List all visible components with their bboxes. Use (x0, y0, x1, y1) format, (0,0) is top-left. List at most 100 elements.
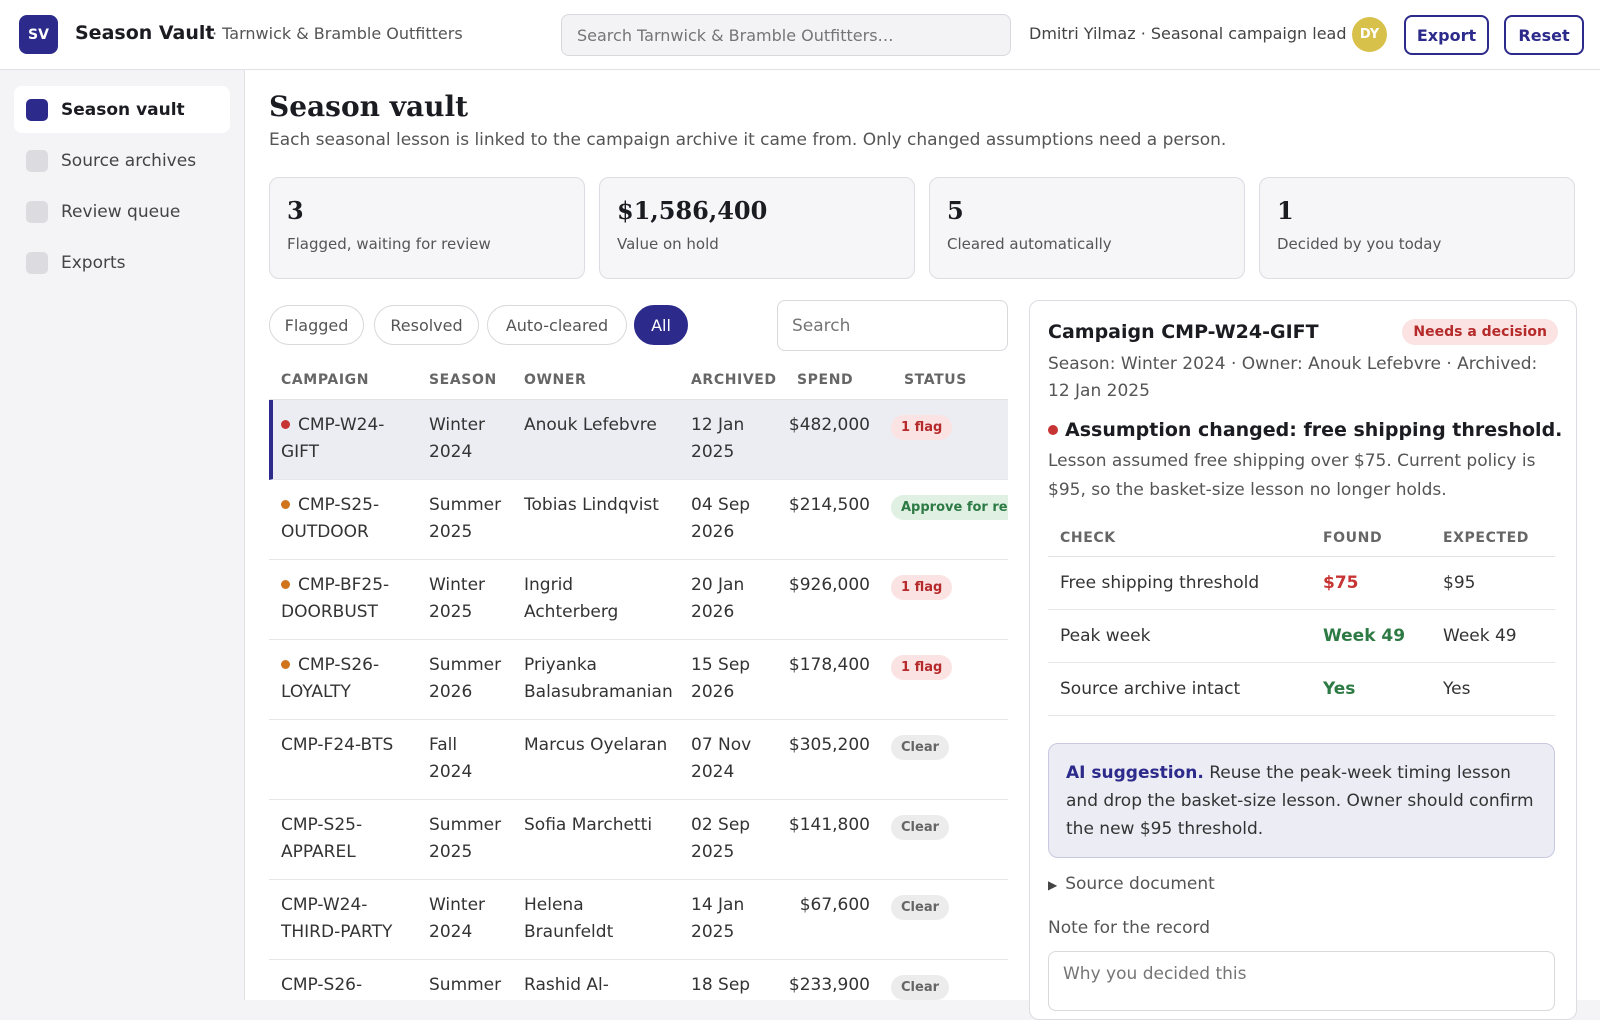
assumption-heading: Assumption changed: free shipping thresh… (1048, 419, 1562, 441)
archived-cell: 18 Sep (691, 972, 750, 999)
season-cell-line: Summer (429, 815, 502, 835)
status-dot-icon (281, 499, 290, 509)
campaign-id-line: CMP-S26- (281, 652, 379, 679)
spend-cell: $214,500 (788, 495, 870, 515)
table-row[interactable]: CMP-F24-BTS Fall 2024 Marcus Oyelaran 07 Nov… (269, 720, 1008, 800)
assumption-description: Lesson assumed free shipping over $75. C… (1048, 451, 1536, 500)
global-search-input[interactable] (561, 14, 1011, 56)
detail-panel: Campaign CMP-W24-GIFT Needs a decision S… (1029, 300, 1577, 1020)
filter-chip-resolved[interactable]: Resolved (374, 305, 479, 345)
status-badge: Approve for re-run (891, 495, 1008, 520)
archived-cell-line: 2026 (691, 522, 735, 542)
page-title: Season vault (269, 90, 469, 123)
detail-title: Campaign CMP-W24-GIFT (1048, 321, 1319, 343)
sidebar-item-label: Exports (61, 252, 126, 273)
stat-value: $1,586,400 (617, 196, 768, 225)
col-header-spend[interactable]: SPEND (797, 372, 854, 388)
owner-cell-line: Tobias Lindqvist (524, 495, 659, 515)
campaign-cell: CMP-S26- (281, 972, 362, 999)
campaign-cell: CMP-F24-BTS (281, 732, 393, 759)
app-logo: SV (19, 15, 58, 54)
col-header-status[interactable]: STATUS (904, 372, 967, 388)
owner-cell-line: Helena (524, 895, 584, 915)
ai-suggestion: AI suggestion. Reuse the peak-week timin… (1048, 743, 1555, 858)
filter-chip-all[interactable]: All (634, 305, 688, 345)
export-button[interactable]: Export (1404, 15, 1489, 55)
owner-cell: Helena Braunfeldt (524, 892, 613, 946)
owner-cell-line: Anouk Lefebvre (524, 415, 657, 435)
stat-card-cleared: 5 Cleared automatically (929, 177, 1245, 279)
triangle-right-icon: ▶ (1048, 878, 1058, 892)
season-cell: Summer 2026 (429, 652, 501, 706)
archived-cell-line: 2025 (691, 922, 735, 942)
col-header-campaign[interactable]: CAMPAIGN (281, 372, 370, 388)
table-row[interactable]: CMP-S26- LOYALTY Summer 2026 Priyanka Balasub… (269, 640, 1008, 720)
season-cell-line: Fall (429, 735, 458, 755)
sidebar-item-exports[interactable]: Exports (14, 239, 230, 286)
sidebar-item-review-queue[interactable]: Review queue (14, 188, 230, 235)
status-badge: 1 flag (891, 655, 953, 680)
source-document-label: Source document (1065, 874, 1215, 894)
season-cell-line: Winter (429, 575, 486, 595)
sidebar-item-label: Review queue (61, 201, 181, 222)
archived-cell: 04 Sep 2026 (691, 492, 750, 546)
owner-cell: Sofia Marchetti (524, 812, 652, 839)
col-header-found: FOUND (1323, 530, 1383, 546)
note-textarea[interactable] (1048, 951, 1555, 1011)
status-badge: Clear (891, 895, 949, 920)
owner-cell-line: Marcus Oyelaran (524, 735, 668, 755)
status-badge: Clear (891, 735, 949, 760)
sidebar-item-source-archives[interactable]: Source archives (14, 137, 230, 184)
sidebar-item-season-vault[interactable]: Season vault (14, 86, 230, 133)
table-row[interactable]: CMP-S26- Summer Rashid Al- 18 Sep $233,900 Cl… (269, 960, 1008, 1000)
campaign-id-line: CMP-W24- (281, 412, 384, 439)
owner-cell-line: Achterberg (524, 602, 619, 622)
archived-cell: 14 Jan 2025 (691, 892, 744, 946)
archived-cell-line: 2026 (691, 682, 735, 702)
col-header-owner[interactable]: OWNER (524, 372, 587, 388)
col-header-archived[interactable]: ARCHIVED (691, 372, 777, 388)
campaign-cell-line: THIRD-PARTY (281, 922, 393, 942)
season-cell: Summer 2025 (429, 812, 501, 866)
check-table-header: CHECK FOUND EXPECTED (1048, 517, 1555, 557)
table-row[interactable]: CMP-S25- OUTDOOR Summer 2025 Tobias Lindqvis… (269, 480, 1008, 560)
table-row[interactable]: CMP-S25- APPAREL Summer 2025 Sofia Marchetti… (269, 800, 1008, 880)
check-expected-cell: Week 49 (1443, 626, 1517, 646)
col-header-season[interactable]: SEASON (429, 372, 497, 388)
owner-cell: Priyanka Balasubramanian (524, 652, 673, 706)
exports-icon (26, 251, 48, 274)
campaign-cell-line: CMP-S25- (281, 815, 363, 835)
archived-cell-line: 2024 (691, 762, 735, 782)
filter-chip-flagged[interactable]: Flagged (269, 305, 364, 345)
archived-cell: 12 Jan 2025 (691, 412, 744, 466)
table-row[interactable]: CMP-BF25- DOORBUST Winter 2025 Ingrid Achterb… (269, 560, 1008, 640)
source-archives-icon (26, 149, 48, 172)
archived-cell: 02 Sep 2025 (691, 812, 750, 866)
user-info: Dmitri Yilmaz · Seasonal campaign lead (1029, 24, 1347, 43)
check-found-cell: Week 49 (1323, 626, 1406, 646)
check-name-cell: Source archive intact (1060, 679, 1241, 699)
campaign-cell-line: APPAREL (281, 842, 356, 862)
season-cell-line: 2025 (429, 602, 473, 622)
owner-cell-line: Rashid Al- (524, 975, 609, 995)
avatar[interactable]: DY (1352, 17, 1387, 52)
status-dot-icon (281, 579, 290, 589)
campaign-cell-line: CMP-F24-BTS (281, 735, 394, 755)
filter-chip-auto-cleared[interactable]: Auto-cleared (487, 305, 627, 345)
campaign-table: CAMPAIGN SEASON OWNER ARCHIVED SPEND STA… (269, 358, 1008, 1000)
owner-cell: Ingrid Achterberg (524, 572, 618, 626)
season-cell-line: 2024 (429, 922, 473, 942)
reset-button[interactable]: Reset (1504, 15, 1584, 55)
check-expected-cell: $95 (1443, 573, 1476, 593)
table-row[interactable]: CMP-W24- THIRD-PARTY Winter 2024 Helena Braun… (269, 880, 1008, 960)
source-document-toggle[interactable]: ▶ Source document (1048, 874, 1215, 894)
main-content: Season vault Each seasonal lesson is lin… (245, 70, 1600, 1020)
note-label: Note for the record (1048, 918, 1211, 938)
owner-cell-line: Priyanka (524, 655, 597, 675)
ai-suggestion-lead: AI suggestion. (1066, 763, 1204, 783)
stat-card-decided: 1 Decided by you today (1259, 177, 1575, 279)
detail-meta: Season: Winter 2024 · Owner: Anouk Lefeb… (1048, 354, 1538, 401)
campaign-cell-line: CMP-S25- (298, 495, 380, 515)
table-row[interactable]: CMP-W24- GIFT Winter 2024 Anouk Lefebvre 12 J… (269, 400, 1008, 480)
list-search-input[interactable] (777, 300, 1008, 351)
